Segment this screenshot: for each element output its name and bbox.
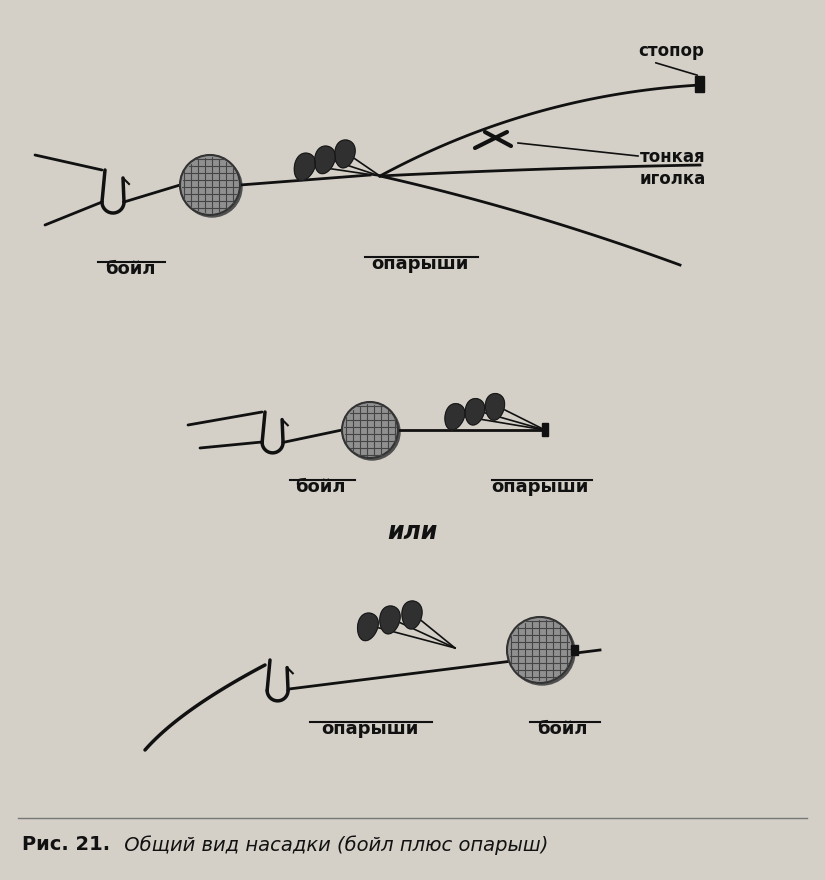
Circle shape (507, 617, 573, 683)
Circle shape (509, 619, 575, 685)
Text: опарыши: опарыши (492, 478, 589, 496)
Circle shape (344, 404, 400, 460)
Text: опарыши: опарыши (371, 255, 469, 273)
Circle shape (182, 157, 242, 217)
Polygon shape (295, 153, 315, 180)
Text: тонкая
иголка: тонкая иголка (640, 148, 706, 188)
Text: бойл: бойл (538, 720, 588, 738)
Bar (571, 645, 578, 655)
Text: Общий вид насадки (бойл плюс опарыш): Общий вид насадки (бойл плюс опарыш) (118, 835, 549, 854)
Text: бойл: бойл (295, 478, 345, 496)
Circle shape (342, 402, 398, 458)
Polygon shape (357, 613, 378, 641)
Text: бойл: бойл (105, 260, 155, 278)
Text: или: или (387, 520, 437, 544)
Polygon shape (380, 606, 400, 634)
Polygon shape (465, 399, 484, 425)
Bar (695, 76, 704, 92)
Text: Рис. 21.: Рис. 21. (22, 835, 110, 854)
Circle shape (180, 155, 240, 215)
Polygon shape (314, 146, 335, 173)
Polygon shape (335, 140, 355, 168)
Text: стопор: стопор (638, 42, 704, 60)
Bar (542, 423, 548, 436)
Text: опарыши: опарыши (321, 720, 418, 738)
Polygon shape (445, 404, 464, 429)
Polygon shape (485, 393, 505, 420)
Polygon shape (402, 601, 422, 629)
